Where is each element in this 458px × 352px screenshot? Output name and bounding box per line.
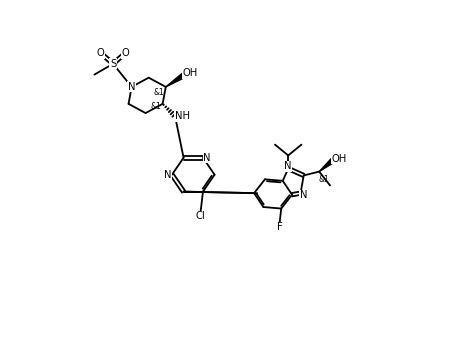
Text: N: N xyxy=(164,170,172,180)
Text: &1: &1 xyxy=(153,88,164,97)
Text: NH: NH xyxy=(174,111,190,121)
Text: OH: OH xyxy=(183,68,198,78)
Text: N: N xyxy=(203,153,211,163)
Text: &1: &1 xyxy=(150,102,161,111)
Text: N: N xyxy=(128,82,136,92)
Polygon shape xyxy=(319,158,335,171)
Text: S: S xyxy=(110,59,116,69)
Text: OH: OH xyxy=(332,153,347,164)
Polygon shape xyxy=(166,73,185,87)
Text: O: O xyxy=(121,48,129,58)
Text: N: N xyxy=(284,161,292,171)
Text: O: O xyxy=(97,48,104,58)
Text: F: F xyxy=(277,222,283,232)
Text: Cl: Cl xyxy=(196,211,206,221)
Text: N: N xyxy=(300,190,307,201)
Text: &1: &1 xyxy=(318,175,329,184)
